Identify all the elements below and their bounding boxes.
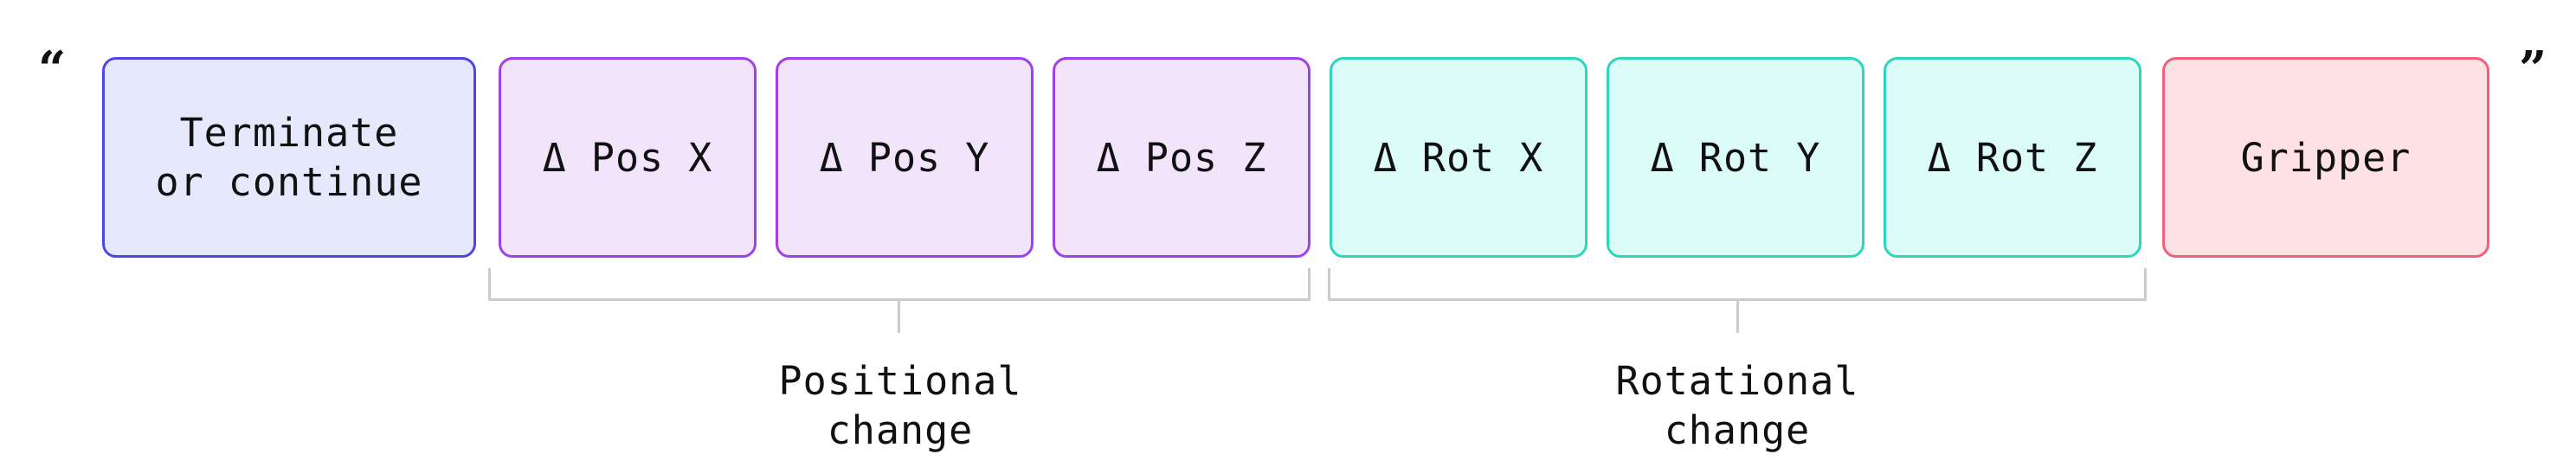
rotational-bracket-tick bbox=[1736, 298, 1739, 333]
gripper-token: Gripper bbox=[2162, 57, 2489, 258]
rotational-bracket bbox=[1328, 268, 2147, 301]
rotational-change-label: Rotational change bbox=[1615, 358, 1859, 453]
delta-rot-x-token: Δ Rot X bbox=[1330, 57, 1587, 258]
terminate-token: Terminate or continue bbox=[102, 57, 476, 258]
delta-rot-z-token: Δ Rot Z bbox=[1884, 57, 2141, 258]
delta-pos-y-token: Δ Pos Y bbox=[776, 57, 1034, 258]
delta-rot-y-token: Δ Rot Y bbox=[1607, 57, 1864, 258]
positional-bracket-tick bbox=[898, 298, 900, 333]
positional-change-label: Positional change bbox=[778, 358, 1022, 453]
delta-pos-z-token: Δ Pos Z bbox=[1053, 57, 1311, 258]
close-quote: ” bbox=[2519, 41, 2547, 98]
positional-bracket bbox=[488, 268, 1311, 301]
delta-pos-x-token: Δ Pos X bbox=[499, 57, 757, 258]
open-quote: “ bbox=[38, 41, 67, 98]
